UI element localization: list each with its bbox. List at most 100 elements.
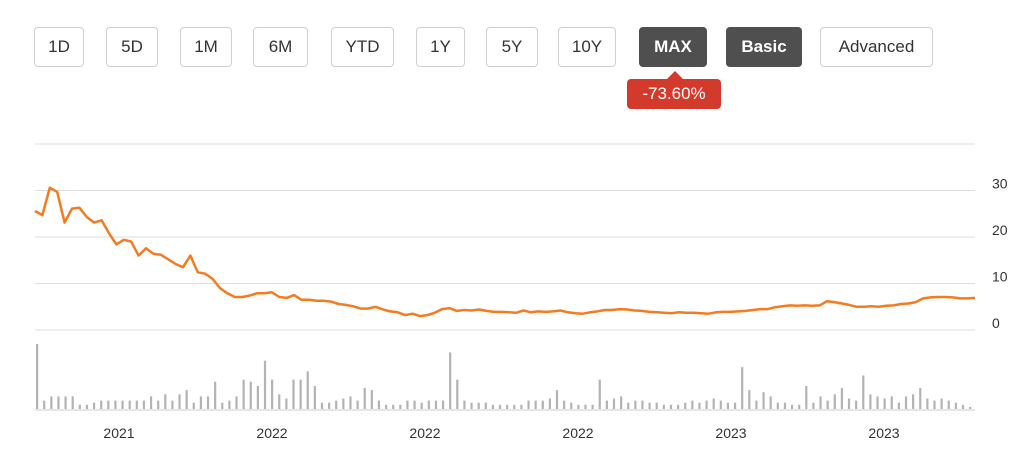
volume-bar xyxy=(171,400,174,409)
volume-bar xyxy=(598,379,601,409)
volume-bar xyxy=(698,402,701,409)
volume-bar xyxy=(285,398,288,409)
volume-bar xyxy=(107,400,110,409)
y-tick-label: 10 xyxy=(992,269,1008,285)
volume-bar xyxy=(684,402,687,409)
volume-bar xyxy=(648,402,651,409)
x-tick-label: 2023 xyxy=(868,425,899,441)
volume-bar xyxy=(563,400,566,409)
volume-bar xyxy=(57,396,60,409)
volume-bar xyxy=(890,396,893,409)
volume-bar xyxy=(655,402,658,409)
range-button-5d[interactable]: 5D xyxy=(106,27,158,67)
price-change-value: -73.60% xyxy=(642,84,706,103)
volume-bar xyxy=(819,396,822,409)
range-button-6m[interactable]: 6M xyxy=(253,27,308,67)
volume-bar xyxy=(570,402,573,409)
volume-bar xyxy=(527,400,530,409)
volume-bar xyxy=(769,396,772,409)
range-button-ytd[interactable]: YTD xyxy=(331,27,394,67)
volume-bar xyxy=(85,404,89,409)
x-tick-label: 2023 xyxy=(715,425,746,441)
range-button-1m[interactable]: 1M xyxy=(180,27,232,67)
volume-bar xyxy=(164,394,167,409)
mode-button-basic[interactable]: Basic xyxy=(726,27,802,67)
volume-bar xyxy=(392,404,395,409)
volume-bar xyxy=(634,400,637,409)
volume-bar xyxy=(741,367,744,409)
volume-bar xyxy=(221,402,224,409)
volume-bar xyxy=(840,388,844,409)
volume-bar xyxy=(278,394,281,409)
volume-bar xyxy=(919,388,922,409)
volume-bar xyxy=(313,385,316,409)
range-button-5y[interactable]: 5Y xyxy=(486,27,538,67)
volume-bar xyxy=(798,404,801,409)
volume-bar xyxy=(449,352,452,409)
volume-bar xyxy=(178,394,181,409)
volume-bar xyxy=(790,404,794,409)
volume-bar xyxy=(292,379,295,409)
volume-bar xyxy=(121,400,124,409)
volume-bar xyxy=(897,402,900,409)
volume-bar xyxy=(256,385,259,409)
volume-bar xyxy=(662,404,665,409)
volume-bar xyxy=(434,400,438,409)
volume-bar xyxy=(762,392,765,409)
volume-bar xyxy=(370,390,373,409)
volume-bar xyxy=(933,400,936,409)
volume-bar xyxy=(214,381,217,409)
volume-bar xyxy=(420,402,423,409)
volume-bar xyxy=(71,396,74,409)
volume-bar xyxy=(249,381,252,409)
volume-bar xyxy=(441,400,445,409)
volume-bar xyxy=(377,400,381,409)
volume-bar xyxy=(862,375,865,409)
volume-bar xyxy=(513,404,516,409)
volume-bar xyxy=(263,360,267,409)
volume-bar xyxy=(555,390,559,409)
volume-bar xyxy=(833,394,836,409)
volume-bar xyxy=(712,398,715,409)
volume-bar xyxy=(591,404,594,409)
volume-bar xyxy=(855,400,858,409)
volume-bar xyxy=(384,404,388,409)
volume-bar xyxy=(463,400,466,409)
volume-bar xyxy=(826,400,829,409)
volume-bar xyxy=(783,402,787,409)
volume-bar xyxy=(548,398,551,409)
range-button-1y[interactable]: 1Y xyxy=(416,27,465,67)
volume-bar xyxy=(306,371,309,409)
volume-bar xyxy=(271,379,274,409)
mode-button-advanced[interactable]: Advanced xyxy=(820,27,933,67)
volume-bar xyxy=(620,396,623,409)
volume-bar xyxy=(520,404,523,409)
volume-bar xyxy=(705,400,708,409)
volume-bar xyxy=(954,402,957,409)
range-button-1d[interactable]: 1D xyxy=(34,27,84,67)
volume-bar xyxy=(733,402,737,409)
volume-bar xyxy=(605,400,608,409)
volume-bar xyxy=(192,402,195,409)
volume-bar xyxy=(142,400,146,409)
price-line xyxy=(34,186,976,318)
volume-bar xyxy=(627,402,630,409)
x-tick-label: 2021 xyxy=(103,425,134,441)
volume-bar xyxy=(541,400,544,409)
volume-bar xyxy=(320,402,324,409)
volume-bar xyxy=(36,344,39,409)
volume-bar xyxy=(114,400,117,409)
range-button-10y[interactable]: 10Y xyxy=(558,27,616,67)
volume-bar xyxy=(612,398,616,409)
volume-bar xyxy=(92,402,96,409)
range-button-max[interactable]: MAX xyxy=(639,27,707,67)
volume-bar xyxy=(100,400,103,409)
volume-bar xyxy=(876,396,879,409)
volume-bar xyxy=(50,396,53,409)
y-tick-label: 30 xyxy=(992,176,1008,192)
volume-bar xyxy=(726,402,730,409)
volume-bar xyxy=(64,396,67,409)
volume-bar xyxy=(491,404,495,409)
volume-bar xyxy=(484,402,487,409)
y-tick-label: 20 xyxy=(992,222,1008,238)
